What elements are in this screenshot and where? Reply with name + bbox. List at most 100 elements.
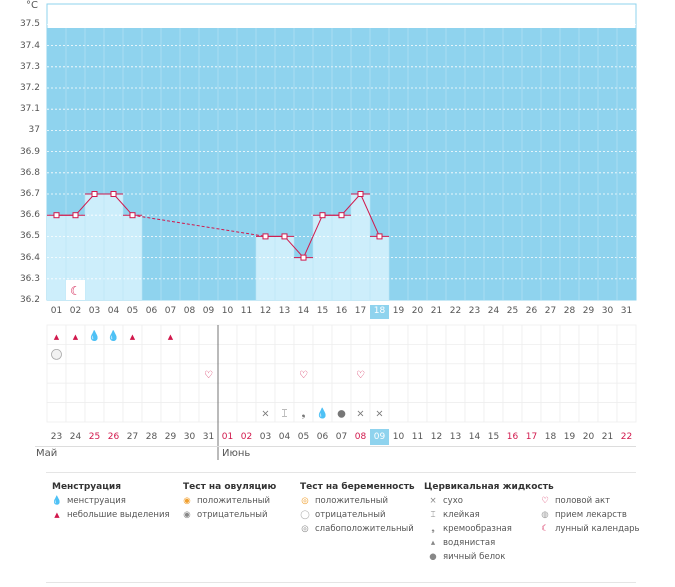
cycle-day-label[interactable]: 22 (620, 432, 633, 442)
day-label[interactable]: 03 (88, 306, 101, 316)
marker-cell (426, 363, 447, 384)
marker-cell (445, 363, 466, 384)
day-label[interactable]: 04 (107, 306, 120, 316)
day-label[interactable]: 19 (392, 306, 405, 316)
day-label[interactable]: 11 (240, 306, 253, 316)
cycle-day-label[interactable]: 13 (449, 432, 462, 442)
marker-cell (616, 402, 637, 423)
day-label[interactable]: 24 (487, 306, 500, 316)
marker-cell (255, 343, 276, 365)
day-label[interactable]: 13 (278, 306, 291, 316)
day-label[interactable]: 10 (221, 306, 234, 316)
day-label[interactable]: 02 (69, 306, 82, 316)
cycle-day-label[interactable]: 05 (297, 432, 310, 442)
month-june: Июнь (222, 448, 251, 459)
y-tick-label: 36.4 (19, 252, 40, 263)
cycle-day-label[interactable]: 24 (69, 432, 82, 442)
day-label[interactable]: 17 (354, 306, 367, 316)
cycle-day-label[interactable]: 29 (164, 432, 177, 442)
marker-cell (141, 363, 162, 384)
cycle-day-label[interactable]: 21 (601, 432, 614, 442)
day-label[interactable]: 15 (316, 306, 329, 316)
marker-cell (236, 343, 257, 365)
temperature-line-segment (113, 193, 133, 216)
day-label[interactable]: 14 (297, 306, 310, 316)
day-label[interactable]: 18 (370, 305, 389, 319)
day-label[interactable]: 23 (468, 306, 481, 316)
pregnancy-weak-icon: ◎ (301, 524, 309, 534)
legend-spotting: ▲ небольшие выделения (50, 510, 169, 520)
cycle-day-label[interactable]: 01 (221, 432, 234, 442)
cycle-day-label[interactable]: 15 (487, 432, 500, 442)
marker-cell (350, 324, 371, 345)
day-label[interactable]: 12 (259, 306, 272, 316)
cycle-day-label[interactable]: 03 (259, 432, 272, 442)
day-label[interactable]: 28 (563, 306, 576, 316)
pill-icon: ◍ (541, 510, 549, 520)
marker-cell (217, 324, 238, 345)
marker-cell (578, 343, 599, 365)
cycle-day-label[interactable]: 10 (392, 432, 405, 442)
cycle-day-label[interactable]: 09 (370, 429, 389, 445)
marker-cell (179, 382, 200, 404)
cycle-day-label[interactable]: 19 (563, 432, 576, 442)
day-label[interactable]: 26 (525, 306, 538, 316)
marker-cell (369, 324, 390, 345)
day-label[interactable]: 27 (544, 306, 557, 316)
cycle-day-label[interactable]: 17 (525, 432, 538, 442)
day-label[interactable]: 05 (126, 306, 139, 316)
cycle-day-label[interactable]: 25 (88, 432, 101, 442)
marker-cell (46, 382, 67, 404)
marker-cell (559, 324, 580, 345)
marker-cell (103, 402, 124, 423)
day-label[interactable]: 25 (506, 306, 519, 316)
cycle-day-label[interactable]: 28 (145, 432, 158, 442)
marker-cell (274, 324, 295, 345)
cycle-day-label[interactable]: 11 (411, 432, 424, 442)
day-label[interactable]: 09 (202, 306, 215, 316)
marker-cell (274, 363, 295, 384)
menstruation-marker: 💧 (107, 329, 119, 342)
marker-cell (540, 343, 561, 365)
day-label[interactable]: 20 (411, 306, 424, 316)
marker-cell (255, 324, 276, 345)
marker-cell (559, 343, 580, 365)
cycle-day-label[interactable]: 18 (544, 432, 557, 442)
marker-cell (331, 382, 352, 404)
y-tick-label: 36.6 (19, 210, 40, 221)
cycle-day-label[interactable]: 07 (335, 432, 348, 442)
day-label[interactable]: 07 (164, 306, 177, 316)
day-label[interactable]: 30 (601, 306, 614, 316)
cycle-day-label[interactable]: 16 (506, 432, 519, 442)
cycle-day-label[interactable]: 12 (430, 432, 443, 442)
cycle-day-label[interactable]: 26 (107, 432, 120, 442)
marker-cell (312, 382, 333, 404)
legend-ovulation-negative: ◉ отрицательный (180, 510, 267, 520)
day-label[interactable]: 29 (582, 306, 595, 316)
cycle-day-label[interactable]: 23 (50, 432, 63, 442)
legend-lunar: ☾ лунный календарь (538, 524, 639, 534)
day-label[interactable]: 06 (145, 306, 158, 316)
legend-menstruation: 💧 менструация (51, 496, 126, 506)
day-label[interactable]: 21 (430, 306, 443, 316)
marker-cell (388, 363, 409, 384)
cycle-day-label[interactable]: 08 (354, 432, 367, 442)
cycle-day-label[interactable]: 14 (468, 432, 481, 442)
day-label[interactable]: 22 (449, 306, 462, 316)
cycle-day-label[interactable]: 06 (316, 432, 329, 442)
temperature-point (300, 254, 307, 261)
day-label[interactable]: 08 (183, 306, 196, 316)
day-label[interactable]: 31 (620, 306, 633, 316)
marker-cell (46, 363, 67, 384)
cycle-day-label[interactable]: 27 (126, 432, 139, 442)
marker-cell (274, 343, 295, 365)
marker-cell (331, 343, 352, 365)
day-label[interactable]: 16 (335, 306, 348, 316)
cycle-day-label[interactable]: 02 (240, 432, 253, 442)
cycle-day-label[interactable]: 04 (278, 432, 291, 442)
cycle-day-label[interactable]: 31 (202, 432, 215, 442)
cycle-day-label[interactable]: 30 (183, 432, 196, 442)
cycle-day-label[interactable]: 20 (582, 432, 595, 442)
small-drop-icon: ▲ (54, 511, 60, 519)
day-label[interactable]: 01 (50, 306, 63, 316)
